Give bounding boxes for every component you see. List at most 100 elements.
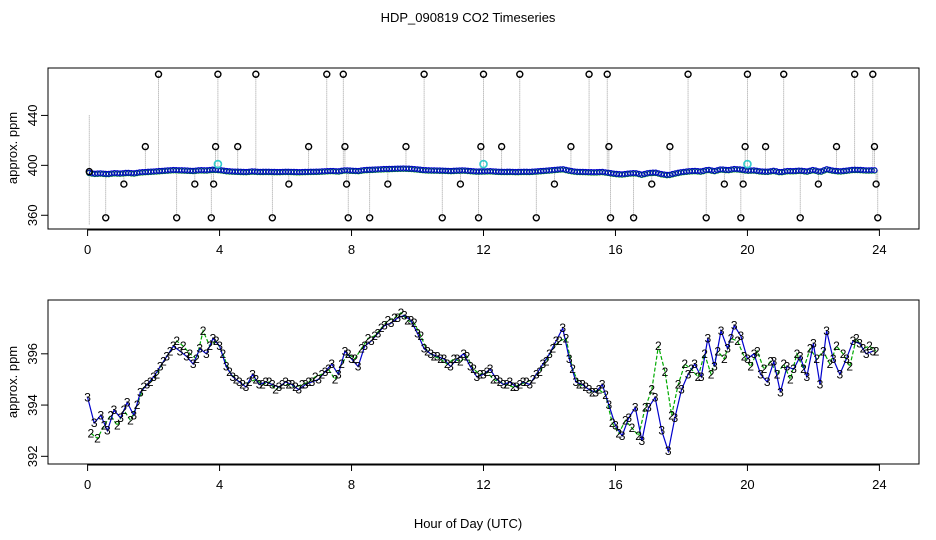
- bottom-series-symbol-blue: 3: [784, 360, 791, 374]
- bottom-series-symbol-blue: 3: [869, 344, 876, 358]
- bottom-series-symbol-green: 2: [351, 352, 358, 366]
- top-cyan-point: [743, 159, 752, 169]
- top-outlier-point: [702, 214, 710, 222]
- bottom-series-symbol-blue: 3: [533, 367, 540, 381]
- top-series-point-blue: [770, 167, 777, 174]
- bottom-series-symbol-blue: 3: [229, 370, 236, 384]
- top-outlier-point: [743, 70, 752, 78]
- bottom-series-symbol-blue: 3: [441, 352, 448, 366]
- bottom-series-symbol-blue: 3: [777, 385, 784, 399]
- bottom-series-symbol-green: 2: [437, 352, 444, 366]
- bottom-series-symbol-blue: 3: [836, 367, 843, 381]
- bottom-series-symbol-green: 2: [668, 408, 675, 422]
- bottom-series-symbol-green: 2: [180, 339, 187, 353]
- top-outlier-point: [761, 142, 770, 151]
- top-outlier-point: [814, 180, 823, 188]
- bottom-series-symbol-green: 2: [629, 421, 636, 435]
- bottom-series-symbol-blue: 3: [705, 331, 712, 345]
- bottom-series-symbol-green: 2: [866, 339, 873, 353]
- bottom-series-symbol-green: 2: [220, 347, 227, 361]
- top-series-point-blue: [655, 170, 662, 177]
- top-outlier-point: [603, 70, 611, 78]
- top-outlier-point: [550, 180, 559, 188]
- bottom-series-symbol-blue: 3: [540, 357, 547, 371]
- bottom-series-symbol-blue: 3: [652, 390, 659, 404]
- bottom-series-symbol-blue: 3: [91, 416, 98, 430]
- bottom-series-symbol-green: 2: [286, 378, 293, 392]
- bottom-series-symbol-green: 2: [378, 321, 385, 335]
- bottom-series-symbol-green: 2: [582, 380, 589, 394]
- bottom-series-symbol-blue: 3: [137, 385, 144, 399]
- bottom-series-symbol-blue: 3: [810, 337, 817, 351]
- top-outlier-point: [456, 180, 465, 188]
- bottom-series-symbol-green: 2: [523, 375, 530, 389]
- bottom-series-symbol-blue: 3: [823, 324, 830, 338]
- bottom-series-symbol-green: 2: [391, 311, 398, 325]
- top-series-point-blue: [666, 171, 673, 178]
- bottom-series-symbol-green: 2: [193, 352, 200, 366]
- bottom-series-symbol-blue: 3: [97, 408, 104, 422]
- bottom-series-symbol-green: 2: [417, 329, 424, 343]
- bottom-series-symbol-green: 2: [615, 426, 622, 440]
- top-outlier-point: [567, 142, 575, 151]
- bottom-series-symbol-blue: 3: [124, 396, 131, 410]
- bottom-series-symbol-blue: 3: [190, 357, 197, 371]
- top-series-point-blue: [711, 167, 718, 175]
- bottom-x-tick-label: 16: [608, 477, 622, 492]
- bottom-series-symbol-green: 2: [464, 349, 471, 363]
- top-series-point-blue: [652, 169, 659, 176]
- top-outlier-point: [850, 70, 859, 78]
- bottom-series-symbol-blue: 3: [388, 316, 395, 330]
- bottom-series-symbol-green: 2: [483, 365, 490, 379]
- bottom-series-symbol-blue: 3: [513, 380, 520, 394]
- bottom-series-symbol-green: 2: [681, 357, 688, 371]
- bottom-series-symbol-green: 2: [807, 342, 814, 356]
- bottom-series-symbol-green: 2: [609, 416, 616, 430]
- bottom-series-symbol-green: 2: [662, 365, 669, 379]
- bottom-series-symbol-blue: 3: [454, 352, 461, 366]
- bottom-series-symbol-green: 2: [569, 362, 576, 376]
- bottom-y-tick-label: 394: [25, 394, 40, 416]
- top-series-point-blue: [871, 167, 878, 174]
- bottom-series-symbol-green: 2: [873, 344, 880, 358]
- top-series-point-blue: [736, 166, 743, 173]
- bottom-series-symbol-blue: 3: [480, 367, 487, 381]
- top-outlier-point: [629, 214, 638, 222]
- top-series-point-blue: [809, 166, 816, 174]
- top-outlier-point: [479, 70, 488, 78]
- bottom-series-symbol-green: 2: [187, 347, 194, 361]
- bottom-series-symbol-blue: 3: [599, 378, 606, 392]
- bottom-series-symbol-blue: 3: [427, 347, 434, 361]
- bottom-series-symbol-green: 2: [833, 339, 840, 353]
- bottom-series-symbol-green: 2: [820, 344, 827, 358]
- bottom-series-symbol-blue: 3: [447, 360, 454, 374]
- bottom-series-symbol-green: 2: [450, 352, 457, 366]
- top-outlier-point: [402, 142, 410, 151]
- top-series-point-blue: [632, 170, 640, 177]
- bottom-series-symbol-blue: 3: [196, 342, 203, 356]
- top-series-point-blue: [568, 167, 575, 175]
- bottom-series-symbol-blue: 3: [269, 378, 276, 392]
- top-series-point-blue: [599, 168, 606, 175]
- bottom-series-symbol-blue: 3: [737, 329, 744, 343]
- bottom-series-symbol-green: 2: [259, 378, 266, 392]
- top-series-point-blue: [823, 166, 830, 173]
- top-series-point-blue: [826, 166, 833, 173]
- bottom-series-symbol-blue: 3: [843, 352, 850, 366]
- top-outlier-point: [365, 214, 374, 222]
- bottom-x-axis: 0 4 8 12 16 20 24: [84, 464, 887, 492]
- bottom-series-symbol-blue: 3: [117, 411, 124, 425]
- bottom-series-symbol-blue: 3: [507, 375, 514, 389]
- bottom-series-symbol-blue: 3: [770, 355, 777, 369]
- bottom-series-symbol-blue: 3: [130, 408, 137, 422]
- bottom-x-tick-label: 8: [348, 477, 355, 492]
- bottom-series-symbol-green: 2: [860, 342, 867, 356]
- bottom-series-symbol-blue: 3: [381, 319, 388, 333]
- top-black-outliers: [85, 70, 882, 222]
- bottom-series-symbol-green: 2: [213, 334, 220, 348]
- bottom-series-symbol-green: 2: [563, 331, 570, 345]
- bottom-series-symbol-blue: 3: [830, 352, 837, 366]
- bottom-series-symbol-green: 2: [840, 347, 847, 361]
- bottom-series-symbol-blue: 3: [144, 378, 151, 392]
